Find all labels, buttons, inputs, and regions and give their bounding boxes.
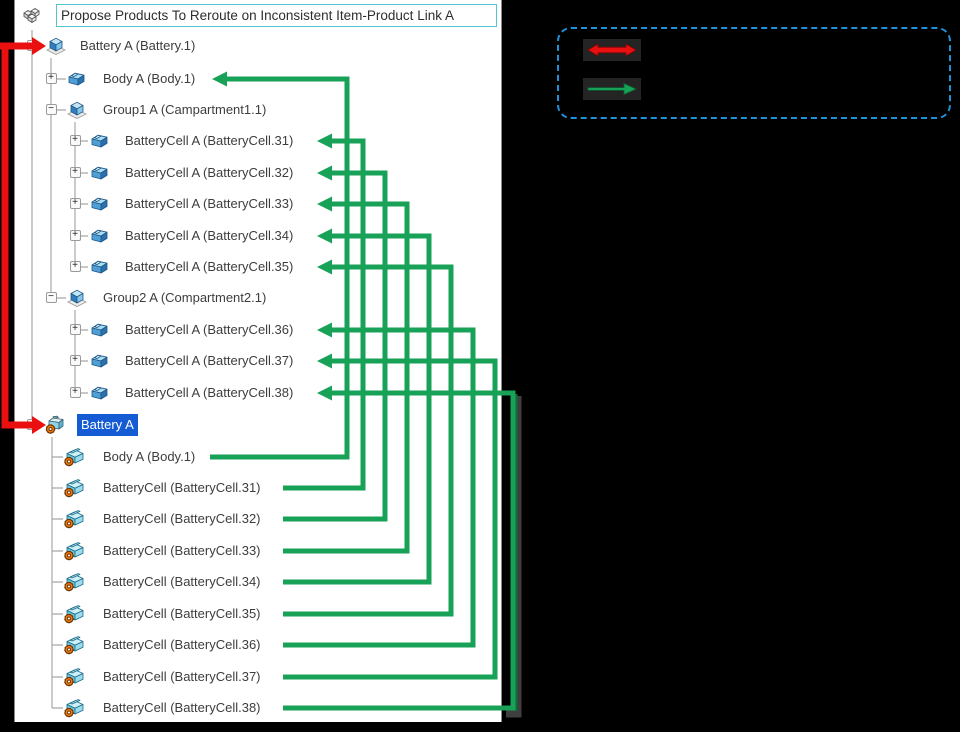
legend-item-inconsistent-link <box>583 39 641 61</box>
instance-box-icon <box>63 508 87 530</box>
expander[interactable]: + <box>69 261 81 272</box>
part-icon <box>88 130 112 152</box>
expander[interactable]: + <box>69 167 81 178</box>
instance-box-icon <box>63 477 87 499</box>
root-node-title-input[interactable]: Propose Products To Reroute on Inconsist… <box>56 4 497 27</box>
tree-node-label[interactable]: BatteryCell A (BatteryCell.34) <box>125 228 294 243</box>
tree-node-label[interactable]: BatteryCell A (BatteryCell.38) <box>125 385 294 400</box>
tree-node-label[interactable]: BatteryCell (BatteryCell.35) <box>103 606 261 621</box>
part-icon <box>88 193 112 215</box>
tree-node-label[interactable]: BatteryCell A (BatteryCell.36) <box>125 322 294 337</box>
tree-node-label[interactable]: BatteryCell A (BatteryCell.31) <box>125 133 294 148</box>
part-icon <box>65 68 89 90</box>
tree-node-label[interactable]: Group2 A (Compartment2.1) <box>103 290 267 305</box>
expander[interactable]: + <box>69 387 81 398</box>
tree-node-label[interactable]: BatteryCell A (BatteryCell.35) <box>125 259 294 274</box>
tree-node-label-selected[interactable]: Battery A <box>77 414 138 436</box>
green-right-arrow-icon <box>587 82 637 96</box>
tree-node-label[interactable]: Body A (Body.1) <box>103 71 196 86</box>
expander[interactable]: + <box>69 324 81 335</box>
tree-node-label[interactable]: BatteryCell (BatteryCell.38) <box>103 700 261 715</box>
expander[interactable]: + <box>45 73 57 84</box>
tree-node-label[interactable]: Battery A (Battery.1) <box>80 38 196 53</box>
tree-node-label[interactable]: BatteryCell (BatteryCell.31) <box>103 480 261 495</box>
legend-box <box>557 27 951 119</box>
physical-product-icon <box>44 414 68 436</box>
connector-shadow <box>506 396 522 718</box>
expander[interactable]: − <box>26 419 38 430</box>
instance-box-icon <box>63 666 87 688</box>
red-double-arrow-icon <box>587 43 637 57</box>
legend-item-reroute-proposal <box>583 78 641 100</box>
tree-node-label[interactable]: BatteryCell (BatteryCell.33) <box>103 543 261 558</box>
root-assembly-icon <box>20 5 44 27</box>
expander[interactable]: + <box>69 198 81 209</box>
instance-box-icon <box>63 446 87 468</box>
tree-node-label[interactable]: BatteryCell A (BatteryCell.37) <box>125 353 294 368</box>
instance-box-icon <box>63 634 87 656</box>
tree-node-label[interactable]: Group1 A (Campartment1.1) <box>103 102 267 117</box>
expander[interactable]: − <box>26 40 38 51</box>
product-cube-icon <box>65 287 89 309</box>
tree-node-label[interactable]: Body A (Body.1) <box>103 449 196 464</box>
instance-box-icon <box>63 697 87 719</box>
part-icon <box>88 350 112 372</box>
instance-box-icon <box>63 571 87 593</box>
tree-node-label[interactable]: BatteryCell (BatteryCell.37) <box>103 669 261 684</box>
expander[interactable]: + <box>69 355 81 366</box>
product-cube-icon <box>44 35 68 57</box>
tree-node-label[interactable]: BatteryCell A (BatteryCell.33) <box>125 196 294 211</box>
part-icon <box>88 225 112 247</box>
expander[interactable]: + <box>69 135 81 146</box>
part-icon <box>88 256 112 278</box>
expander[interactable]: + <box>69 230 81 241</box>
part-icon <box>88 382 112 404</box>
product-cube-icon <box>65 99 89 121</box>
tree-node-label[interactable]: BatteryCell (BatteryCell.32) <box>103 511 261 526</box>
tree-node-label[interactable]: BatteryCell (BatteryCell.34) <box>103 574 261 589</box>
part-icon <box>88 162 112 184</box>
tree-node-label[interactable]: BatteryCell A (BatteryCell.32) <box>125 165 294 180</box>
expander[interactable]: − <box>45 292 57 303</box>
tree-node-label[interactable]: BatteryCell (BatteryCell.36) <box>103 637 261 652</box>
instance-box-icon <box>63 603 87 625</box>
part-icon <box>88 319 112 341</box>
instance-box-icon <box>63 540 87 562</box>
expander[interactable]: − <box>45 104 57 115</box>
